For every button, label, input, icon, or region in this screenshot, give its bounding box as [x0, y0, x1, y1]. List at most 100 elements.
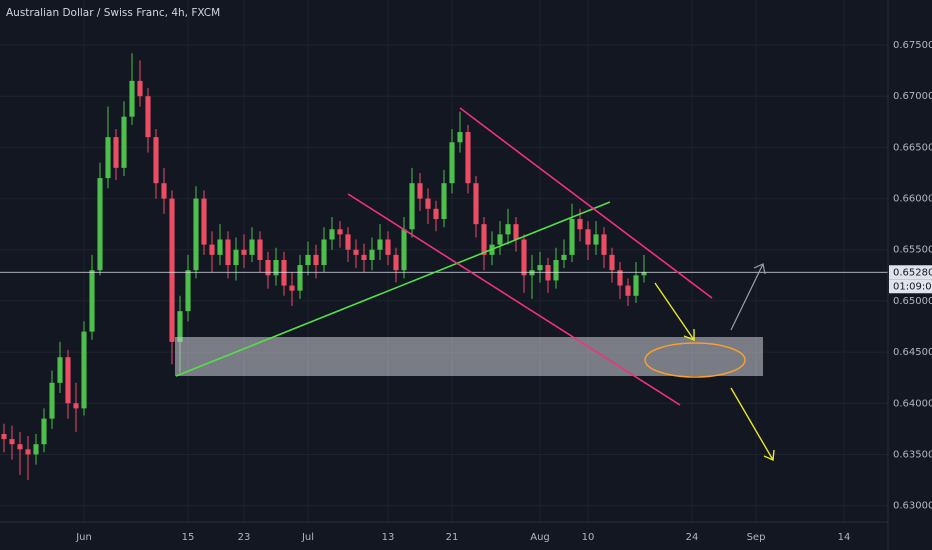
arrow: [730, 387, 774, 461]
y-tick-label: 0.65000: [893, 296, 932, 307]
candle-body: [9, 439, 15, 445]
candle-body: [321, 239, 327, 266]
candle-body: [433, 208, 439, 220]
y-tick-label: 0.64000: [893, 398, 932, 409]
candle-body: [225, 239, 231, 266]
candle-body: [297, 265, 303, 291]
candle-body: [105, 137, 111, 179]
candle-body: [57, 357, 63, 383]
candle-body: [385, 239, 391, 255]
candle-body: [25, 449, 31, 455]
x-tick-label: 10: [582, 532, 595, 543]
candle-body: [401, 229, 407, 271]
candle-body: [377, 239, 383, 250]
x-tick-label: Sep: [747, 532, 766, 543]
axes: 0.63000 0.63500 0.64000 0.64500 0.65000 0.655…: [75, 40, 932, 543]
candle-body: [209, 244, 215, 255]
y-tick-label: 0.67000: [893, 91, 932, 102]
candle-body: [505, 224, 511, 235]
y-tick-label: 0.63000: [893, 501, 932, 512]
candle-body: [609, 254, 615, 271]
x-tick-label: 23: [238, 532, 251, 543]
candle-body: [465, 132, 471, 184]
candle-body: [81, 331, 87, 409]
candle-body: [353, 249, 359, 255]
candle-body: [585, 229, 591, 245]
candle-body: [537, 265, 543, 271]
y-tick-label: 0.67500: [893, 40, 932, 51]
x-tick-label: 15: [182, 532, 195, 543]
time-axis: [0, 522, 888, 550]
candle-body: [73, 403, 79, 409]
candle-body: [497, 234, 503, 245]
candles: [0, 53, 888, 481]
candle-body: [305, 254, 311, 266]
candle-body: [97, 178, 103, 271]
candle-body: [289, 285, 295, 291]
countdown-tag: [889, 279, 932, 294]
arrow-head: [753, 263, 766, 275]
candle-body: [161, 183, 167, 199]
x-tick-label: Aug: [530, 532, 550, 543]
candle-body: [633, 275, 639, 296]
candle-body: [153, 137, 159, 184]
candle-body: [281, 259, 287, 286]
candle-body: [313, 254, 319, 266]
price-tag: [889, 265, 932, 280]
candle-body: [561, 254, 567, 260]
candle-body: [337, 229, 343, 235]
candle-body: [521, 239, 527, 276]
y-tick-label: 0.63500: [893, 449, 932, 460]
candle-body: [577, 219, 583, 230]
candle-body: [17, 444, 23, 450]
price-tag-label: 0.65280: [893, 267, 932, 278]
candle-body: [641, 272, 647, 276]
x-tick-label: 24: [686, 532, 699, 543]
arrow-head: [763, 449, 775, 462]
channel-lower: [347, 193, 681, 406]
candle-body: [393, 254, 399, 271]
candle-body: [257, 239, 263, 260]
candle-body: [177, 311, 183, 342]
drawings: [175, 107, 775, 462]
arrow: [654, 282, 695, 341]
candle-body: [41, 418, 47, 445]
candle-body: [121, 116, 127, 168]
support-zone: [175, 337, 763, 376]
arrow-head: [683, 329, 695, 342]
candle-body: [1, 433, 7, 440]
candle-body: [49, 382, 55, 419]
candle-body: [273, 259, 279, 276]
candle-body: [33, 444, 39, 455]
candle-body: [545, 265, 551, 281]
x-tick-label: 13: [382, 532, 395, 543]
trend-line: [175, 201, 611, 377]
candle-body: [449, 142, 455, 184]
candle-body: [201, 198, 207, 245]
candle-body: [593, 234, 599, 245]
candle-body: [65, 357, 71, 404]
candle-body: [241, 249, 247, 255]
candle-body: [481, 224, 487, 255]
candle-body: [617, 270, 623, 286]
candle-body: [169, 198, 175, 342]
candle-body: [329, 229, 335, 240]
candle-body: [569, 219, 575, 255]
candle-body: [145, 96, 151, 138]
candle-body: [473, 183, 479, 225]
candle-body: [137, 80, 143, 97]
candle-body: [553, 259, 559, 281]
target-ellipse: [644, 342, 746, 378]
candle-body: [417, 183, 423, 199]
candle-body: [425, 198, 431, 209]
y-tick-label: 0.66000: [893, 194, 932, 205]
chart-title: Australian Dollar / Swiss Franc, 4h, FXC…: [6, 7, 220, 19]
candle-body: [233, 249, 239, 266]
candle-body: [129, 80, 135, 117]
y-tick-label: 0.65500: [893, 245, 932, 256]
candle-body: [601, 234, 607, 255]
x-tick-label: Jul: [301, 532, 314, 543]
candle-body: [529, 270, 535, 276]
